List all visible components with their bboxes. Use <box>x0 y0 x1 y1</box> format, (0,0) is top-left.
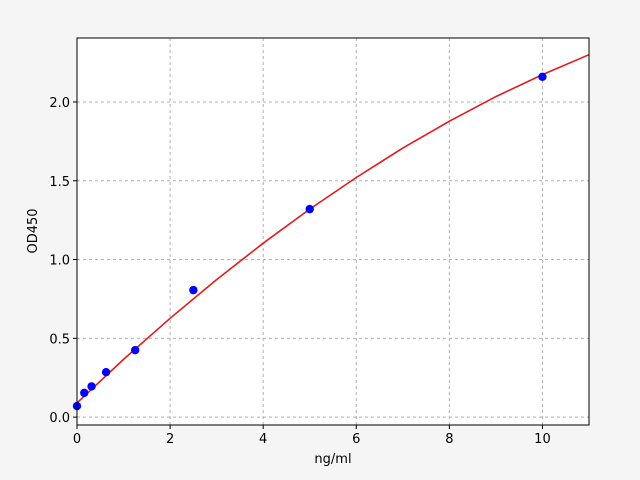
plot-area <box>77 38 589 425</box>
x-tick-label: 2 <box>166 432 174 447</box>
x-tick-label: 8 <box>445 432 453 447</box>
grid <box>76 38 589 425</box>
data-point <box>130 345 140 355</box>
y-tick-label: 1.0 <box>49 254 70 269</box>
x-tick-label: 6 <box>352 432 360 447</box>
plot-frame <box>76 37 590 426</box>
data-point <box>189 285 198 295</box>
y-tick-label: 0.5 <box>49 332 70 347</box>
x-axis-label: ng/ml <box>314 452 351 467</box>
data-point <box>80 388 89 398</box>
x-tick-label: 0 <box>73 432 81 447</box>
data-point <box>305 204 314 214</box>
data-points <box>72 72 547 411</box>
y-tick-label: 2.0 <box>49 96 70 111</box>
y-tick-label: 1.5 <box>49 175 70 190</box>
y-tick-label: 0.0 <box>49 411 70 426</box>
data-point <box>538 72 547 81</box>
x-tick-label: 10 <box>534 432 551 447</box>
fit-curve-group <box>76 53 590 404</box>
data-point <box>101 368 111 377</box>
y-axis-label: OD450 <box>26 208 41 253</box>
fit-curve <box>76 53 590 404</box>
data-point <box>87 382 96 391</box>
x-tick-label: 4 <box>259 432 267 447</box>
ticks: 0 2 4 6 8 10 0.0 0.5 1.0 1.5 2.0 <box>49 96 550 447</box>
